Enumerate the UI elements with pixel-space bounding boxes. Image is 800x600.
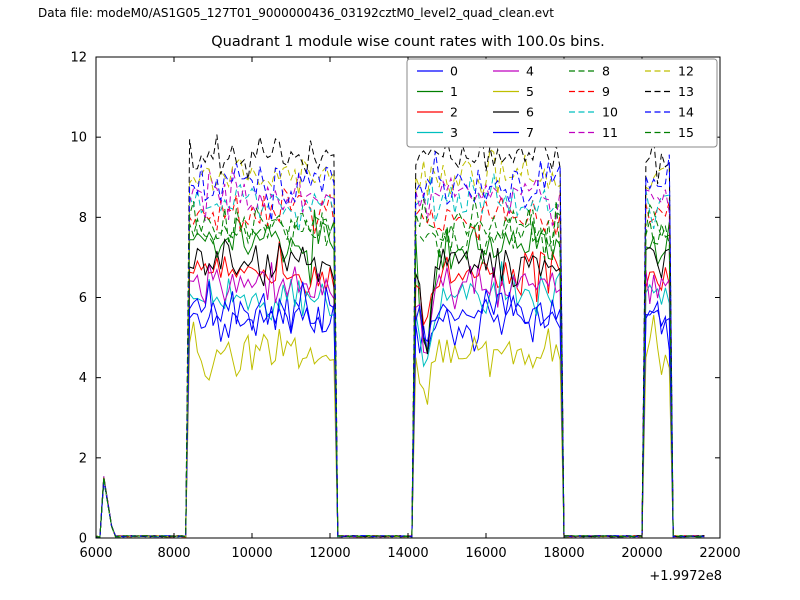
- legend-label-8: 8: [602, 64, 610, 79]
- x-tick-label: 14000: [387, 546, 428, 561]
- x-tick-label: 20000: [621, 546, 662, 561]
- y-tick-label: 2: [79, 451, 87, 466]
- legend-box: [406, 58, 718, 148]
- legend-label-3: 3: [450, 125, 458, 140]
- x-tick-label: 18000: [543, 546, 584, 561]
- legend-label-10: 10: [602, 105, 618, 120]
- x-tick-label: 10000: [231, 546, 272, 561]
- legend-label-11: 11: [602, 125, 618, 140]
- x-tick-label: 6000: [79, 546, 112, 561]
- y-tick-label: 10: [70, 131, 87, 146]
- y-tick-label: 6: [79, 291, 87, 306]
- legend-label-9: 9: [602, 84, 610, 99]
- legend-label-12: 12: [678, 64, 694, 79]
- y-tick-label: 0: [79, 532, 87, 547]
- legend-label-5: 5: [526, 84, 534, 99]
- x-tick-label: 16000: [465, 546, 506, 561]
- series-line-14: [96, 151, 705, 538]
- series-line-15: [96, 197, 705, 538]
- axis-ticks: [95, 56, 721, 539]
- x-axis-offset-label: +1.9972e8: [649, 569, 722, 584]
- chart-title: Quadrant 1 module wise count rates with …: [211, 34, 605, 50]
- x-tick-labels: 6000 8000 10000 12000 14000 16000 18000 20000 22…: [79, 546, 740, 561]
- y-tick-label: 8: [79, 211, 87, 226]
- legend-label-6: 6: [526, 105, 534, 120]
- x-tick-label: 12000: [309, 546, 350, 561]
- legend-label-14: 14: [678, 105, 694, 120]
- y-tick-labels: 0 2 4 6 8 10 12: [70, 51, 87, 547]
- legend-label-0: 0: [450, 64, 458, 79]
- y-tick-label: 12: [70, 51, 87, 66]
- x-tick-label: 22000: [699, 546, 740, 561]
- y-tick-label: 4: [79, 371, 87, 386]
- legend-label-4: 4: [526, 64, 534, 79]
- x-tick-label: 8000: [157, 546, 190, 561]
- legend-label-13: 13: [678, 84, 694, 99]
- legend-label-7: 7: [526, 125, 534, 140]
- data-file-label: Data file: modeM0/AS1G05_127T01_90000004…: [38, 6, 554, 20]
- series-lines: [96, 129, 705, 538]
- series-line-9: [96, 186, 705, 538]
- legend-label-15: 15: [678, 125, 694, 140]
- legend-label-2: 2: [450, 105, 458, 120]
- legend-label-1: 1: [450, 84, 458, 99]
